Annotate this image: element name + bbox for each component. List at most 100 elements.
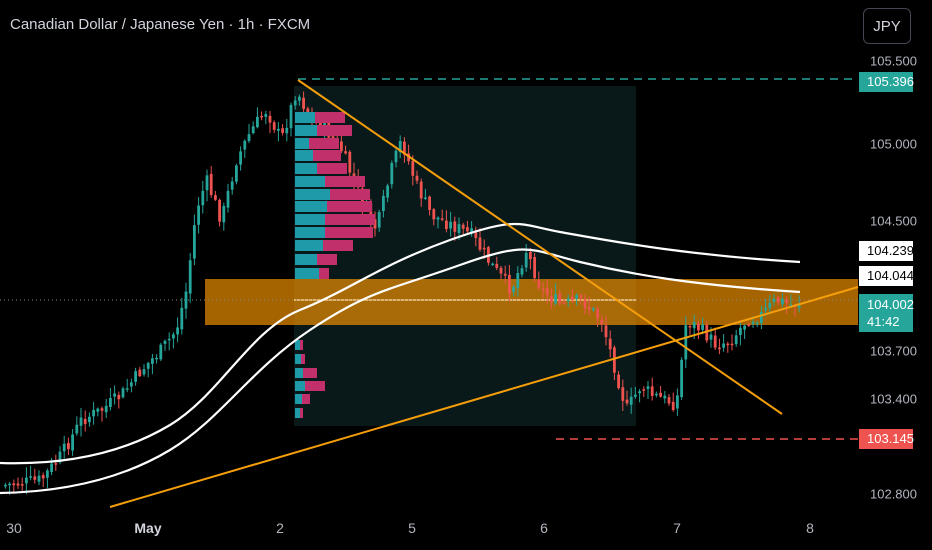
candle-body [214, 195, 217, 200]
candle-body [533, 257, 536, 279]
y-tick-105500: 105.500 [870, 53, 917, 69]
candle-body [453, 221, 457, 232]
candle-body [96, 408, 100, 412]
candle-body [613, 347, 616, 373]
x-tick-6: 6 [540, 520, 548, 536]
candle-body [680, 359, 683, 398]
candle-body [541, 288, 545, 290]
candle-body [554, 294, 557, 304]
candle-body [256, 116, 259, 128]
candle-body [440, 218, 444, 220]
volume-profile-bar-down [317, 163, 347, 174]
candle-body [20, 484, 24, 486]
candle-body [16, 483, 20, 486]
volume-profile-bar-down [325, 176, 365, 187]
y-tick-103700: 103.700 [870, 343, 917, 359]
volume-profile-bar-down [313, 150, 341, 161]
candle-body [537, 280, 541, 288]
candle-body [516, 273, 520, 289]
volume-profile-bar-down [330, 189, 370, 200]
volume-profile-bar-up [295, 176, 325, 187]
candle-body [41, 475, 45, 479]
candle-body [617, 374, 620, 389]
price-label-current: 104.002 41:42 [859, 294, 914, 332]
candle-body [474, 230, 478, 238]
candle-body [764, 307, 767, 311]
candle-body [646, 386, 650, 390]
symbol-title: Canadian Dollar / Japanese Yen · 1h · FX… [10, 16, 311, 33]
candle-body [512, 286, 515, 292]
candle-body [293, 100, 297, 106]
candle-body [403, 141, 406, 155]
x-tick-2: 2 [276, 520, 284, 536]
volume-profile-bar-up [295, 368, 303, 378]
currency-button[interactable]: JPY [863, 8, 911, 44]
candle-body [436, 217, 440, 220]
candle-body [201, 190, 205, 206]
candle-body [558, 294, 562, 304]
candle-body [218, 199, 221, 222]
candle-body [415, 175, 419, 181]
volume-profile-bar-down [302, 394, 310, 404]
candle-body [306, 108, 310, 115]
candle-body [776, 297, 780, 303]
candle-body [642, 389, 646, 391]
candle-body [663, 395, 667, 399]
candle-body [629, 396, 633, 405]
candle-body [289, 104, 293, 129]
volume-profile-region [294, 86, 636, 426]
candle-body [205, 175, 209, 191]
volume-profile-bar-up [295, 240, 323, 251]
candle-body [482, 247, 486, 250]
candle-body [466, 227, 469, 232]
candle-body [655, 393, 658, 396]
candle-body [491, 263, 494, 266]
candle-body [621, 387, 625, 401]
candle-body [197, 205, 200, 225]
candle-body [751, 321, 755, 324]
ascending-trendline [109, 286, 859, 508]
volume-profile-bar-up [295, 354, 301, 364]
candle-body [688, 326, 692, 328]
candle-body [734, 335, 738, 345]
candle-body [743, 325, 746, 330]
candle-body [781, 298, 784, 305]
candle-body [113, 393, 116, 397]
candle-body [125, 388, 129, 390]
candle-body [562, 302, 566, 304]
candle-body [247, 134, 251, 142]
candle-body [302, 97, 305, 109]
candle-body [176, 327, 179, 335]
candle-body [600, 319, 604, 325]
candle-body [524, 252, 528, 268]
volume-profile-bar-up [295, 340, 300, 350]
candle-body [692, 322, 696, 329]
candle-body [138, 369, 142, 377]
candle-body [167, 338, 171, 341]
candle-body [83, 418, 87, 425]
candle-body [508, 274, 511, 294]
candle-body [92, 409, 95, 417]
volume-profile-bar-down [315, 112, 345, 123]
candle-body [545, 288, 549, 296]
candle-body [625, 399, 629, 404]
candle-body [676, 395, 679, 409]
candle-body [46, 470, 49, 478]
volume-profile-bar-up [295, 394, 302, 404]
candle-body [121, 388, 125, 398]
volume-profile-bar-down [303, 368, 317, 378]
candle-body [768, 302, 772, 308]
candle-body [495, 263, 499, 268]
candle-body [747, 324, 751, 326]
candle-body [684, 325, 688, 360]
candle-body [445, 220, 448, 230]
x-tick-may: May [134, 520, 162, 536]
candle-body [285, 127, 289, 134]
volume-profile-bar-down [319, 268, 329, 279]
candle-body [772, 298, 776, 302]
candle-body [432, 209, 436, 220]
x-tick-8: 8 [806, 520, 814, 536]
volume-profile-bar-up [295, 138, 309, 149]
